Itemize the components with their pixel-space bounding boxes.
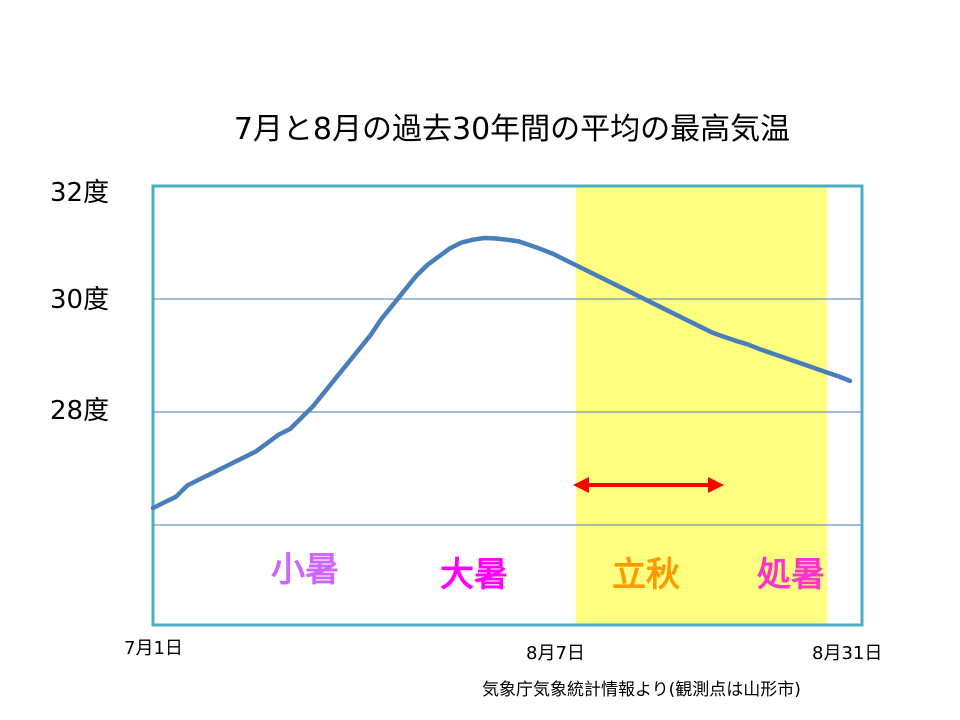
season-label-shousho: 小暑	[271, 550, 339, 590]
x-tick-label-jul1: 7月1日	[124, 638, 183, 659]
y-tick-label-28: 28度	[50, 396, 109, 426]
season-label-risshu: 立秋	[612, 555, 680, 595]
arrow	[573, 477, 724, 493]
series-layer	[150, 235, 853, 511]
x-tick-label-aug7: 8月7日	[526, 643, 585, 664]
highlight-band	[575, 186, 828, 625]
plot-frame	[151, 184, 864, 627]
chart-title: 7月と8月の過去30年間の平均の最高気温	[234, 112, 790, 147]
arrow-head-left	[573, 477, 589, 493]
arrow-head-right	[708, 477, 724, 493]
series-line	[150, 235, 853, 511]
season-label-taisho: 大暑	[440, 555, 508, 595]
season-label-shosho: 処暑	[757, 555, 825, 595]
source-note: 気象庁気象統計情報より(観測点は山形市)	[482, 680, 801, 700]
x-tick-label-aug31: 8月31日	[812, 643, 882, 664]
y-tick-label-32: 32度	[50, 178, 109, 208]
y-tick-label-30: 30度	[50, 285, 109, 315]
